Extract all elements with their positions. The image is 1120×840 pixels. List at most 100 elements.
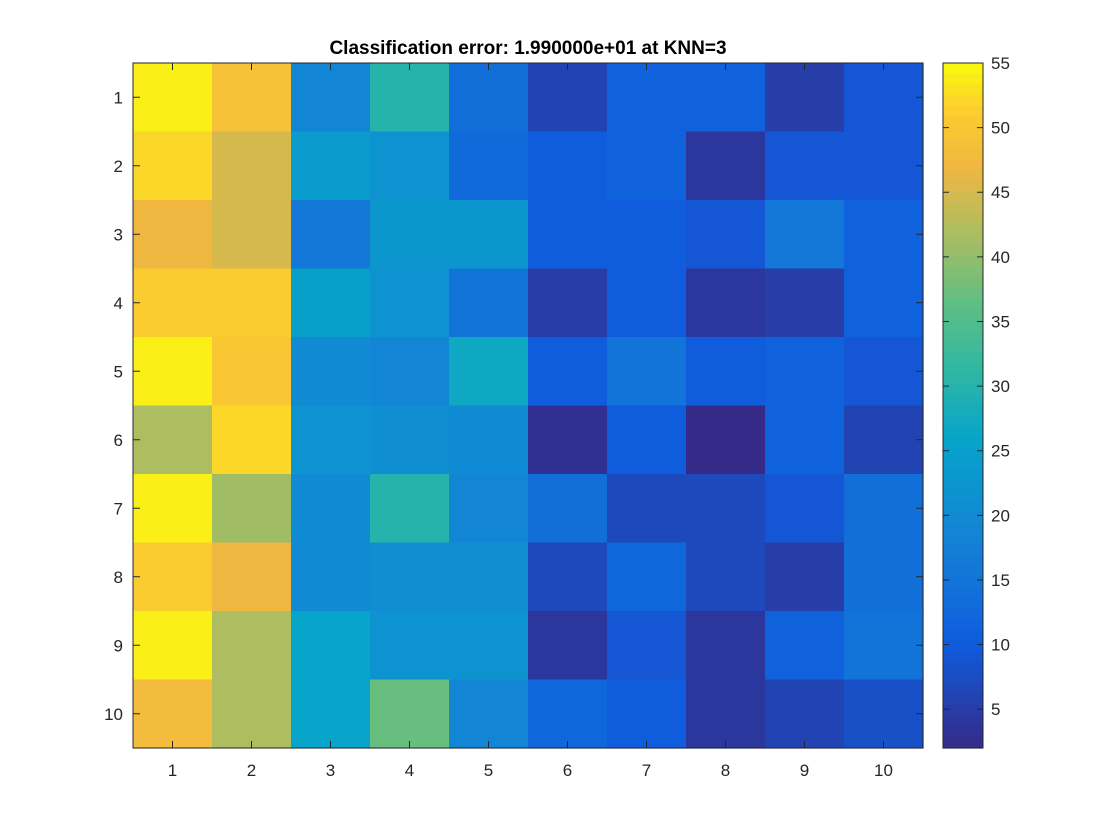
- colorbar-band-34: [943, 416, 983, 428]
- colorbar-band-25: [943, 319, 983, 332]
- heatmap-cell-r2-c2: [212, 131, 292, 201]
- heatmap-cell-r8-c7: [607, 542, 687, 612]
- heatmap-cell-r5-c5: [449, 337, 529, 407]
- heatmap-cell-r6-c4: [370, 405, 450, 475]
- heatmap-cell-r6-c3: [291, 405, 371, 475]
- heatmap-cell-r1-c2: [212, 63, 292, 133]
- heatmap-cell-r7-c3: [291, 474, 371, 544]
- x-tick-label-5: 5: [484, 761, 493, 780]
- heatmap-cell-r10-c5: [449, 679, 529, 749]
- heatmap-cell-r1-c5: [449, 63, 529, 133]
- colorbar-band-5: [943, 105, 983, 118]
- y-tick-label-1: 1: [114, 88, 123, 107]
- heatmap-cell-r9-c2: [212, 611, 292, 681]
- y-tick-label-2: 2: [114, 157, 123, 176]
- colorbar-band-4: [943, 95, 983, 107]
- colorbar-band-16: [943, 223, 983, 235]
- colorbar-tick-label-40: 40: [991, 248, 1010, 267]
- heatmap-cell-r2-c9: [765, 131, 845, 201]
- colorbar-tick-label-15: 15: [991, 571, 1010, 590]
- colorbar-band-19: [943, 255, 983, 267]
- colorbar-band-12: [943, 180, 983, 193]
- heatmap-cell-r9-c7: [607, 611, 687, 681]
- heatmap-cell-r5-c7: [607, 337, 687, 407]
- heatmap-cell-r6-c1: [133, 405, 213, 475]
- heatmap-cell-r8-c6: [528, 542, 608, 612]
- heatmap-cell-r4-c8: [686, 268, 766, 338]
- colorbar-tick-label-55: 55: [991, 54, 1010, 73]
- colorbar-band-53: [943, 619, 983, 631]
- colorbar-tick-label-5: 5: [991, 700, 1000, 719]
- colorbar-band-49: [943, 576, 983, 589]
- heatmap-cell-r8-c5: [449, 542, 529, 612]
- heatmap-cell-r3-c1: [133, 200, 213, 270]
- heatmap-cell-r2-c7: [607, 131, 687, 201]
- heatmap-cell-r7-c5: [449, 474, 529, 544]
- colorbar-band-64: [943, 737, 983, 749]
- heatmap-cell-r4-c9: [765, 268, 845, 338]
- heatmap-cell-r4-c5: [449, 268, 529, 338]
- colorbar-band-61: [943, 705, 983, 717]
- heatmap-cells: [133, 63, 924, 749]
- y-tick-label-3: 3: [114, 225, 123, 244]
- colorbar-band-20: [943, 266, 983, 278]
- heatmap-cell-r3-c10: [844, 200, 924, 270]
- colorbar-band-42: [943, 501, 983, 514]
- heatmap-cell-r5-c1: [133, 337, 213, 407]
- heatmap-cell-r3-c5: [449, 200, 529, 270]
- heatmap-cell-r5-c8: [686, 337, 766, 407]
- heatmap-cell-r6-c10: [844, 405, 924, 475]
- heatmap-cell-r1-c10: [844, 63, 924, 133]
- colorbar-band-43: [943, 512, 983, 524]
- colorbar-band-13: [943, 191, 983, 203]
- heatmap-cell-r2-c4: [370, 131, 450, 201]
- x-tick-label-8: 8: [721, 761, 730, 780]
- heatmap-cell-r1-c7: [607, 63, 687, 133]
- colorbar-band-9: [943, 148, 983, 160]
- heatmap-cell-r8-c2: [212, 542, 292, 612]
- heatmap-cell-r6-c5: [449, 405, 529, 475]
- colorbar-band-24: [943, 309, 983, 321]
- heatmap-cell-r2-c8: [686, 131, 766, 201]
- colorbar-band-50: [943, 587, 983, 599]
- heatmap-cell-r9-c4: [370, 611, 450, 681]
- heatmap-cell-r1-c8: [686, 63, 766, 133]
- heatmap-cell-r2-c5: [449, 131, 529, 201]
- heatmap-cell-r1-c6: [528, 63, 608, 133]
- heatmap-cell-r9-c3: [291, 611, 371, 681]
- heatmap-cell-r7-c8: [686, 474, 766, 544]
- heatmap-cell-r2-c6: [528, 131, 608, 201]
- heatmap-cell-r10-c1: [133, 679, 213, 749]
- heatmap-cell-r7-c2: [212, 474, 292, 544]
- x-tick-label-6: 6: [563, 761, 572, 780]
- colorbar-band-21: [943, 277, 983, 289]
- heatmap-cell-r5-c2: [212, 337, 292, 407]
- heatmap-cell-r6-c6: [528, 405, 608, 475]
- colorbar-band-7: [943, 127, 983, 139]
- heatmap-cell-r4-c7: [607, 268, 687, 338]
- y-tick-label-8: 8: [114, 568, 123, 587]
- heatmap-cell-r4-c6: [528, 268, 608, 338]
- heatmap-cell-r10-c7: [607, 679, 687, 749]
- colorbar-band-27: [943, 341, 983, 353]
- x-tick-label-9: 9: [800, 761, 809, 780]
- colorbar-band-40: [943, 480, 983, 492]
- heatmap-cell-r10-c10: [844, 679, 924, 749]
- heatmap-cell-r4-c1: [133, 268, 213, 338]
- colorbar-band-10: [943, 159, 983, 171]
- colorbar-band-23: [943, 298, 983, 310]
- heatmap-cell-r1-c1: [133, 63, 213, 133]
- heatmap-cell-r2-c3: [291, 131, 371, 201]
- heatmap-cell-r3-c9: [765, 200, 845, 270]
- colorbar-band-63: [943, 726, 983, 738]
- heatmap-cell-r8-c1: [133, 542, 213, 612]
- colorbar-band-46: [943, 544, 983, 556]
- x-tick-label-1: 1: [168, 761, 177, 780]
- colorbar-band-45: [943, 533, 983, 546]
- colorbar-band-56: [943, 651, 983, 663]
- colorbar-band-41: [943, 491, 983, 503]
- heatmap-cell-r5-c10: [844, 337, 924, 407]
- heatmap-cell-r3-c8: [686, 200, 766, 270]
- heatmap-cell-r7-c10: [844, 474, 924, 544]
- heatmap-cell-r8-c8: [686, 542, 766, 612]
